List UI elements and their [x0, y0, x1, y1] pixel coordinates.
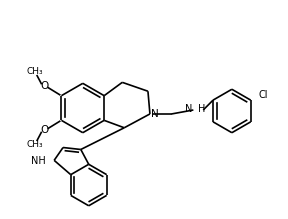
- Text: O: O: [41, 125, 49, 135]
- Text: N: N: [151, 109, 159, 119]
- Text: O: O: [41, 81, 49, 91]
- Text: H: H: [198, 104, 206, 114]
- Text: N: N: [185, 104, 192, 114]
- Text: Cl: Cl: [259, 90, 268, 100]
- Text: CH₃: CH₃: [26, 140, 43, 148]
- Text: NH: NH: [31, 156, 45, 166]
- Text: CH₃: CH₃: [26, 67, 43, 76]
